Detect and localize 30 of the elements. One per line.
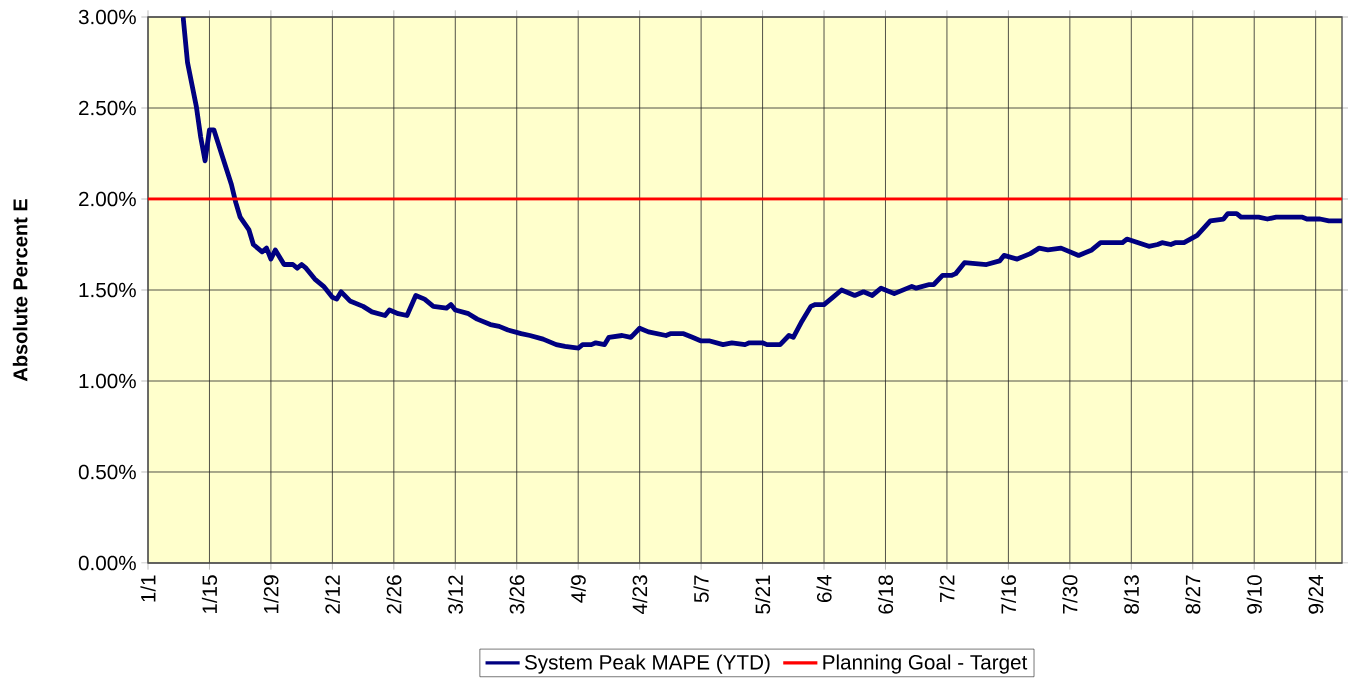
y-axis-title: Absolute Percent E	[12, 199, 28, 382]
legend-label: System Peak MAPE (YTD)	[524, 654, 770, 674]
x-tick-label: 2/12	[324, 575, 340, 614]
x-tick-label: 7/30	[1062, 575, 1078, 614]
legend-label: Planning Goal - Target	[823, 654, 1028, 674]
y-tick-label: 0.00%	[78, 555, 136, 571]
x-tick-label: 3/12	[447, 575, 463, 614]
x-tick-label: 5/21	[754, 575, 771, 614]
x-tick-label: 5/7	[693, 575, 709, 603]
x-tick-label: 1/29	[263, 575, 279, 614]
x-tick-label: 3/26	[509, 575, 525, 614]
x-tick-label: 9/10	[1246, 575, 1262, 614]
y-tick-label: 1.00%	[79, 373, 136, 389]
x-tick-label: 8/13	[1123, 575, 1139, 614]
y-tick-label: 3.00%	[78, 9, 136, 25]
y-tick-label: 0.50%	[78, 464, 136, 480]
x-tick-label: 6/18	[877, 575, 894, 614]
x-tick-label: 1/15	[201, 575, 218, 614]
x-tick-label: 6/4	[816, 574, 832, 603]
x-tick-label: 1/1	[140, 575, 156, 602]
x-tick-label: 4/23	[632, 575, 648, 615]
y-tick-label: 2.00%	[79, 191, 136, 207]
y-tick-label: 2.50%	[79, 100, 136, 116]
x-tick-label: 7/2	[939, 575, 955, 603]
x-tick-label: 4/9	[570, 575, 586, 603]
x-tick-label: 9/24	[1308, 574, 1324, 614]
x-tick-label: 2/26	[386, 575, 402, 614]
x-tick-label: 8/27	[1185, 575, 1201, 614]
x-tick-label: 7/16	[1000, 575, 1016, 614]
y-tick-label: 1.50%	[79, 282, 136, 298]
